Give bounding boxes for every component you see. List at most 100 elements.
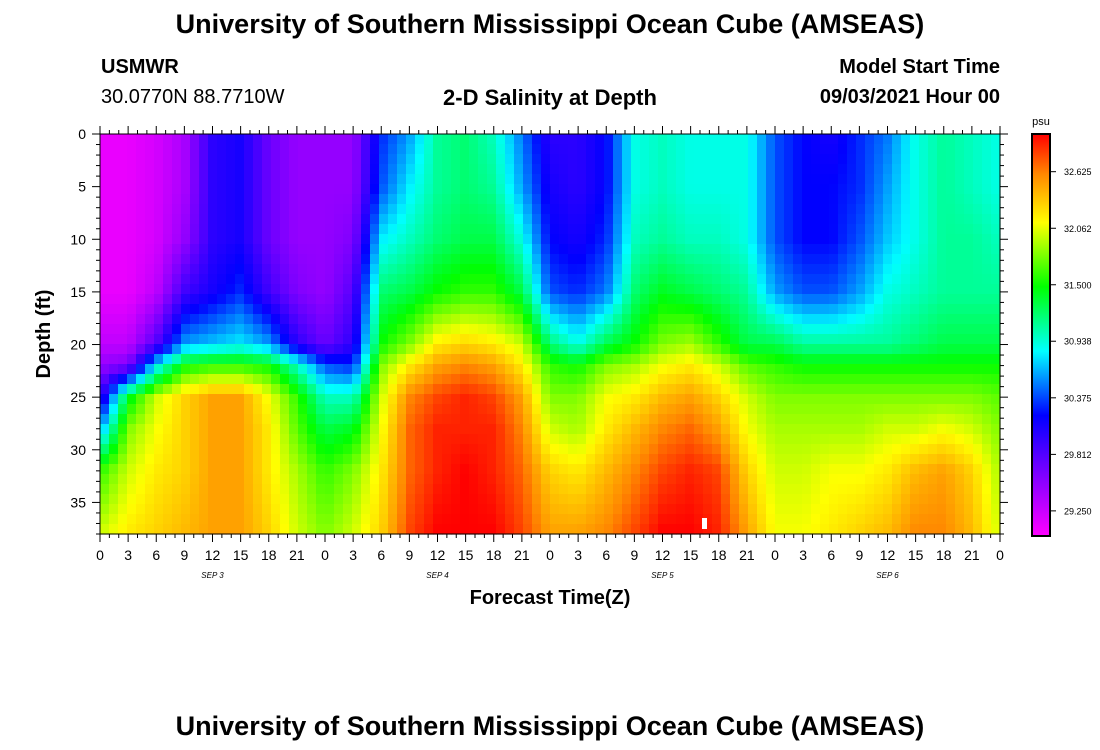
heatmap-cell [307,524,317,535]
heatmap-cell [712,274,722,285]
heatmap-cell [271,144,281,155]
heatmap-cell [532,274,542,285]
heatmap-cell [280,494,290,505]
heatmap-cell [667,344,677,355]
heatmap-cell [964,234,974,245]
heatmap-cell [838,444,848,455]
heatmap-cell [568,234,578,245]
heatmap-cell [658,184,668,195]
heatmap-cell [955,244,965,255]
heatmap-cell [640,284,650,295]
heatmap-cell [523,344,533,355]
heatmap-cell [775,494,785,505]
heatmap-cell [505,174,515,185]
heatmap-cell [505,194,515,205]
heatmap-cell [973,504,983,515]
heatmap-cell [649,324,659,335]
heatmap-cell [136,184,146,195]
heatmap-cell [595,164,605,175]
heatmap-cell [316,394,326,405]
heatmap-cell [784,304,794,315]
heatmap-cell [712,434,722,445]
heatmap-cell [181,384,191,395]
heatmap-cell [298,434,308,445]
heatmap-cell [928,444,938,455]
heatmap-cell [532,454,542,465]
heatmap-cell [838,314,848,325]
heatmap-cell [190,134,200,145]
heatmap-cell [838,244,848,255]
heatmap-cell [253,404,263,415]
heatmap-cell [325,134,335,145]
heatmap-cell [460,374,470,385]
heatmap-cell [478,464,488,475]
heatmap-cell [415,454,425,465]
heatmap-cell [694,484,704,495]
heatmap-cell [577,474,587,485]
heatmap-cell [685,314,695,325]
heatmap-cell [226,434,236,445]
heatmap-cell [721,144,731,155]
heatmap-cell [487,134,497,145]
heatmap-cell [820,324,830,335]
heatmap-cell [235,244,245,255]
heatmap-cell [379,494,389,505]
heatmap-cell [424,224,434,235]
heatmap-cell [433,414,443,425]
axis-ticks [92,126,1008,542]
heatmap-cell [559,354,569,365]
heatmap-cell [955,514,965,525]
heatmap-cell [550,134,560,145]
heatmap-cell [730,294,740,305]
heatmap-cell [703,374,713,385]
heatmap-cell [820,144,830,155]
heatmap-cell [226,164,236,175]
heatmap-cell [487,524,497,535]
heatmap-cell [514,404,524,415]
heatmap-cell [856,154,866,165]
heatmap-cell [325,284,335,295]
heatmap-cell [703,204,713,215]
heatmap-cell [550,244,560,255]
heatmap-cell [883,374,893,385]
heatmap-cell [550,324,560,335]
heatmap-cell [235,444,245,455]
heatmap-cell [658,324,668,335]
heatmap-cell [829,434,839,445]
heatmap-cell [928,514,938,525]
heatmap-cell [856,304,866,315]
heatmap-cell [451,334,461,345]
heatmap-cell [631,134,641,145]
heatmap-cell [928,504,938,515]
heatmap-cell [262,294,272,305]
heatmap-cell [811,414,821,425]
heatmap-cell [127,134,137,145]
heatmap-cell [136,394,146,405]
x-tick-label: 15 [233,547,249,563]
heatmap-cell [226,254,236,265]
heatmap-cell [172,264,182,275]
heatmap-cell [892,404,902,415]
x-tick-label: 18 [936,547,952,563]
heatmap-cell [406,484,416,495]
heatmap-cell [181,474,191,485]
heatmap-cell [406,354,416,365]
heatmap-cell [307,394,317,405]
heatmap-cell [730,264,740,275]
heatmap-cell [280,314,290,325]
heatmap-cell [244,404,254,415]
heatmap-cell [820,304,830,315]
heatmap-cell [811,194,821,205]
heatmap-cell [154,164,164,175]
heatmap-cell [865,344,875,355]
heatmap-cell [847,524,857,535]
heatmap-cell [892,444,902,455]
heatmap-cell [262,234,272,245]
heatmap-cell [622,274,632,285]
heatmap-cell [991,154,1001,165]
heatmap-cell [829,474,839,485]
heatmap-cell [757,494,767,505]
heatmap-cell [190,474,200,485]
heatmap-cell [802,494,812,505]
heatmap-cell [226,294,236,305]
